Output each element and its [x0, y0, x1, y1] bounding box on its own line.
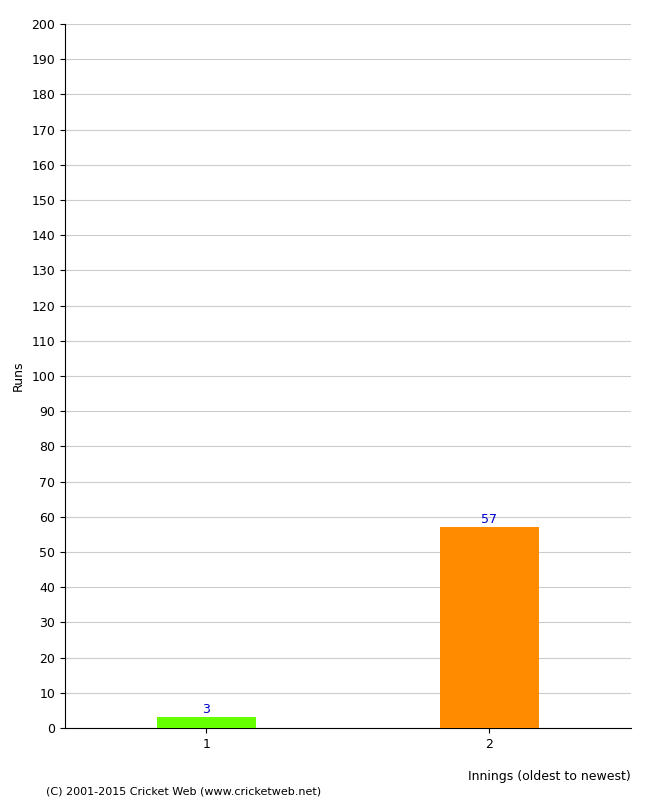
Y-axis label: Runs: Runs	[12, 361, 25, 391]
Text: Innings (oldest to newest): Innings (oldest to newest)	[468, 770, 630, 783]
Text: (C) 2001-2015 Cricket Web (www.cricketweb.net): (C) 2001-2015 Cricket Web (www.cricketwe…	[46, 786, 320, 796]
Text: 3: 3	[202, 702, 211, 716]
Bar	[157, 718, 256, 728]
Bar	[439, 527, 539, 728]
Text: 57: 57	[481, 513, 497, 526]
